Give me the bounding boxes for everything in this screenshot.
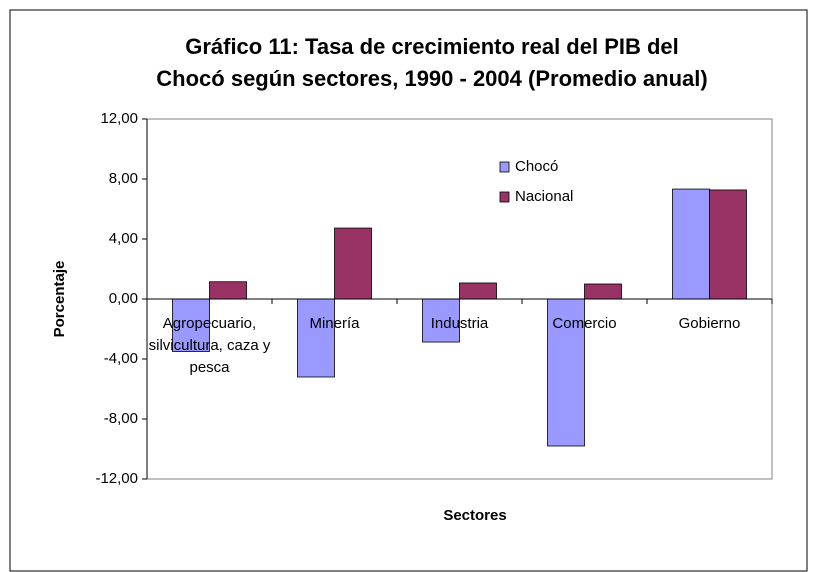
y-axis-label: Porcentaje	[51, 261, 68, 338]
bar	[334, 227, 372, 300]
y-tick-label: -4,00	[104, 350, 138, 367]
bar	[209, 281, 247, 300]
x-tick-label: Gobierno	[678, 315, 741, 332]
y-tick-label: 8,00	[109, 170, 138, 187]
x-tick-label: Agropecuario, silvicultura, caza y pesca	[148, 315, 271, 376]
x-axis-label: Sectores	[443, 507, 506, 524]
y-tick-label: -12,00	[95, 470, 138, 487]
bar	[584, 283, 622, 300]
x-tick-label-box: Industria	[430, 315, 489, 332]
bar	[172, 298, 210, 352]
x-tick-label: Minería	[309, 315, 360, 332]
legend-label: Nacional	[515, 188, 573, 205]
chart-title: Chocó según sectores, 1990 - 2004 (Prome…	[156, 66, 707, 91]
bar	[672, 188, 710, 300]
y-tick-label: 4,00	[109, 230, 138, 247]
x-tick-label: Comercio	[552, 315, 617, 332]
bar	[297, 298, 335, 378]
legend-swatch	[499, 191, 510, 203]
x-tick-label-box: Minería	[309, 315, 360, 332]
y-tick-label: 12,00	[100, 110, 138, 127]
bar	[459, 282, 497, 300]
x-tick-label-box: Gobierno	[678, 315, 741, 332]
bar	[709, 189, 747, 300]
legend-swatch	[499, 161, 510, 173]
x-tick-label-box: Agropecuario, silvicultura, caza y pesca	[148, 315, 271, 376]
y-tick-label: 0,00	[109, 290, 138, 307]
y-tick-label: -8,00	[104, 410, 138, 427]
bar	[422, 298, 460, 343]
chart-title: Gráfico 11: Tasa de crecimiento real del…	[185, 34, 679, 59]
legend-label: Chocó	[515, 158, 558, 175]
x-tick-label: Industria	[430, 315, 489, 332]
x-tick-label-box: Comercio	[552, 315, 617, 332]
